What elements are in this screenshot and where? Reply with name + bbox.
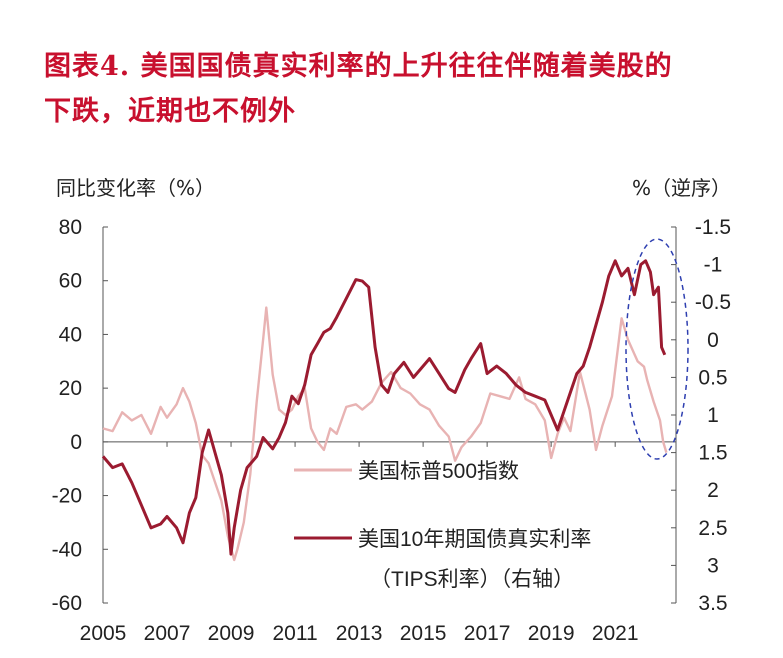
right-tick-label: -1 [704, 254, 723, 277]
right-tick-label: 1.5 [698, 442, 727, 465]
chart-title-line2: 下跌，近期也不例外 [44, 96, 296, 127]
legend-label-tips: 美国10年期国债真实利率 [358, 528, 591, 551]
right-tick-label: -1.5 [695, 216, 731, 239]
legend-label-sp500: 美国标普500指数 [358, 460, 519, 483]
x-tick-label: 2011 [272, 622, 317, 645]
highlight-ellipse [625, 238, 689, 460]
x-tick-label: 2017 [464, 622, 511, 645]
x-tick-label: 2007 [144, 622, 191, 645]
legend-label-tips-axis-note: （TIPS利率）（右轴） [370, 568, 574, 591]
left-tick-label: 20 [59, 377, 82, 400]
left-tick-label: -20 [52, 485, 82, 508]
right-tick-label: 3.5 [698, 592, 727, 615]
left-tick-label: 0 [70, 431, 82, 454]
x-tick-label: 2013 [336, 622, 383, 645]
x-tick-label: 2009 [208, 622, 255, 645]
right-tick-label: 2.5 [698, 517, 727, 540]
left-axis-label: 同比变化率（%） [56, 176, 216, 200]
right-tick-label: 0.5 [698, 366, 727, 389]
right-tick-label: 3 [707, 554, 719, 577]
x-tick-label: 2005 [80, 622, 127, 645]
right-tick-label: 2 [707, 479, 719, 502]
left-tick-label: -60 [52, 592, 82, 615]
right-tick-label: 1 [707, 404, 719, 427]
chart-title-line1: 图表4. 美国国债真实利率的上升往往伴随着美股的 [44, 51, 673, 82]
left-tick-label: -40 [52, 538, 82, 561]
left-tick-label: 40 [59, 323, 82, 346]
left-tick-label: 60 [59, 270, 82, 293]
left-tick-label: 80 [59, 216, 82, 239]
x-tick-label: 2015 [400, 622, 447, 645]
x-tick-label: 2019 [528, 622, 575, 645]
right-tick-label: 0 [707, 329, 719, 352]
x-tick-label: 2021 [592, 622, 639, 645]
tips-series-line [101, 259, 667, 556]
sp500-series-line [102, 306, 668, 562]
right-tick-label: -0.5 [695, 291, 731, 314]
right-axis-label: %（逆序） [631, 176, 731, 200]
